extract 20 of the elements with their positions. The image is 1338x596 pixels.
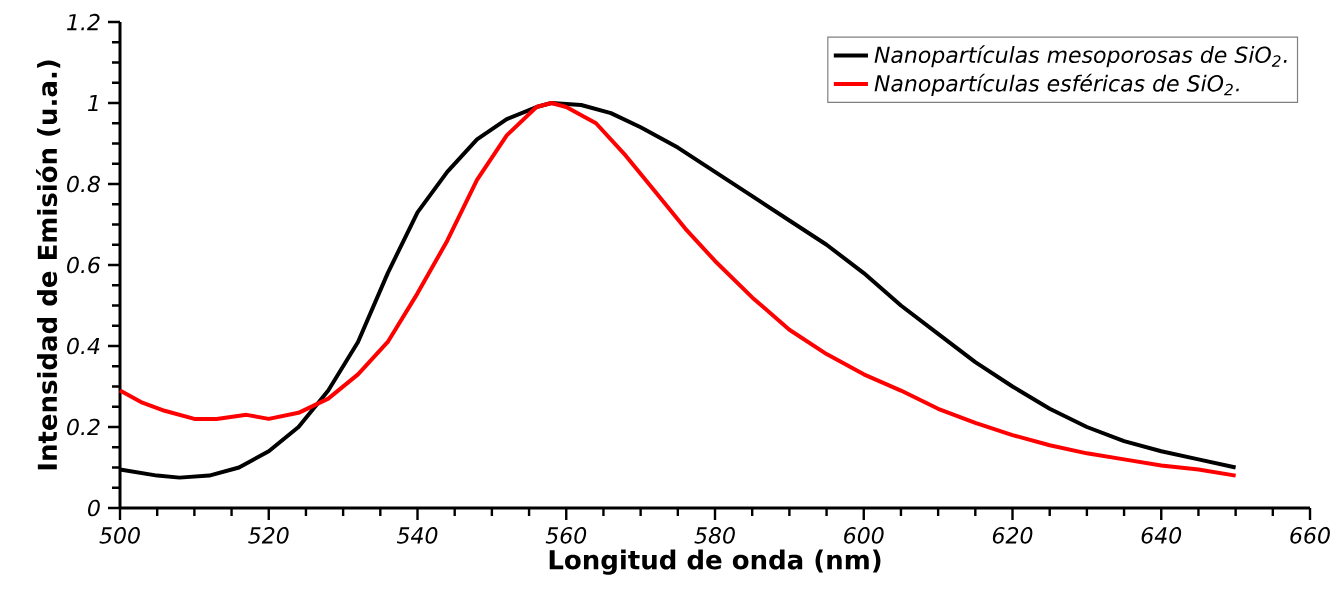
y-tick-label: 0 xyxy=(88,499,100,517)
x-tick-label: 500 xyxy=(99,527,140,544)
x-tick-label: 520 xyxy=(248,527,289,544)
y-axis-title: Intensidad de Emisión (u.a.) xyxy=(36,60,61,470)
x-tick-label: 560 xyxy=(545,527,587,544)
y-tick-label: 0.2 xyxy=(67,418,100,436)
x-axis-title: Longitud de onda (nm) xyxy=(549,549,881,575)
y-tick-label: 0.4 xyxy=(67,337,100,355)
legend-label: Nanopartículas esféricas de SiO$_{2}$. xyxy=(874,73,1239,96)
x-tick-label: 580 xyxy=(694,527,735,544)
legend-label: Nanopartículas mesoporosas de SiO$_{2}$. xyxy=(874,45,1287,68)
x-tick-label: 660 xyxy=(1290,527,1330,544)
x-tick-label: 540 xyxy=(396,527,438,544)
x-tick-label: 620 xyxy=(992,527,1033,544)
y-tick-label: 1 xyxy=(88,94,98,112)
y-tick-label: 0.6 xyxy=(67,256,100,274)
x-tick-label: 600 xyxy=(844,527,884,544)
y-tick-label: 0.8 xyxy=(67,175,100,193)
x-tick-label: 640 xyxy=(1141,527,1182,544)
y-tick-label: 1.2 xyxy=(67,13,100,31)
